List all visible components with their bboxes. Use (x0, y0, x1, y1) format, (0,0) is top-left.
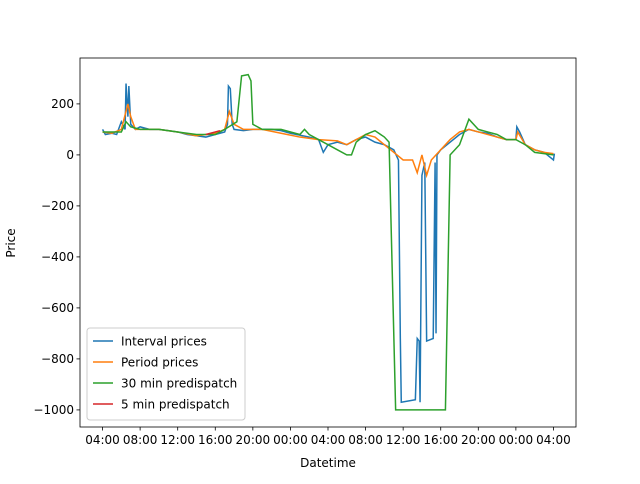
y-axis-label: Price (4, 228, 18, 257)
x-tick-label: 08:00 (123, 433, 158, 447)
x-tick-label: 12:00 (160, 433, 195, 447)
x-tick-label: 20:00 (461, 433, 496, 447)
y-tick-label: −1000 (33, 403, 74, 417)
legend-label: 30 min predispatch (121, 377, 237, 391)
legend-label: Interval prices (121, 335, 207, 349)
y-tick-label: −600 (41, 301, 74, 315)
x-axis-label: Datetime (300, 456, 356, 470)
x-tick-label: 00:00 (499, 433, 534, 447)
x-tick-label: 16:00 (423, 433, 458, 447)
x-tick-label: 16:00 (198, 433, 233, 447)
x-tick-label: 04:00 (85, 433, 120, 447)
x-tick-label: 12:00 (386, 433, 421, 447)
x-tick-label: 04:00 (311, 433, 346, 447)
legend-label: 5 min predispatch (121, 398, 230, 412)
plot-frame (79, 57, 577, 428)
y-tick-label: −200 (41, 199, 74, 213)
x-tick-label: 20:00 (236, 433, 271, 447)
x-tick-label: 04:00 (536, 433, 571, 447)
legend-box (86, 327, 246, 421)
legend-label: Period prices (121, 356, 198, 370)
series-line (102, 73, 554, 411)
y-tick-label: −400 (41, 250, 74, 264)
y-tick-label: 200 (51, 97, 74, 111)
y-tick-label: 0 (66, 148, 74, 162)
x-tick-label: 08:00 (348, 433, 383, 447)
series-line (205, 129, 221, 136)
y-tick-label: −800 (41, 352, 74, 366)
x-tick-label: 00:00 (273, 433, 308, 447)
